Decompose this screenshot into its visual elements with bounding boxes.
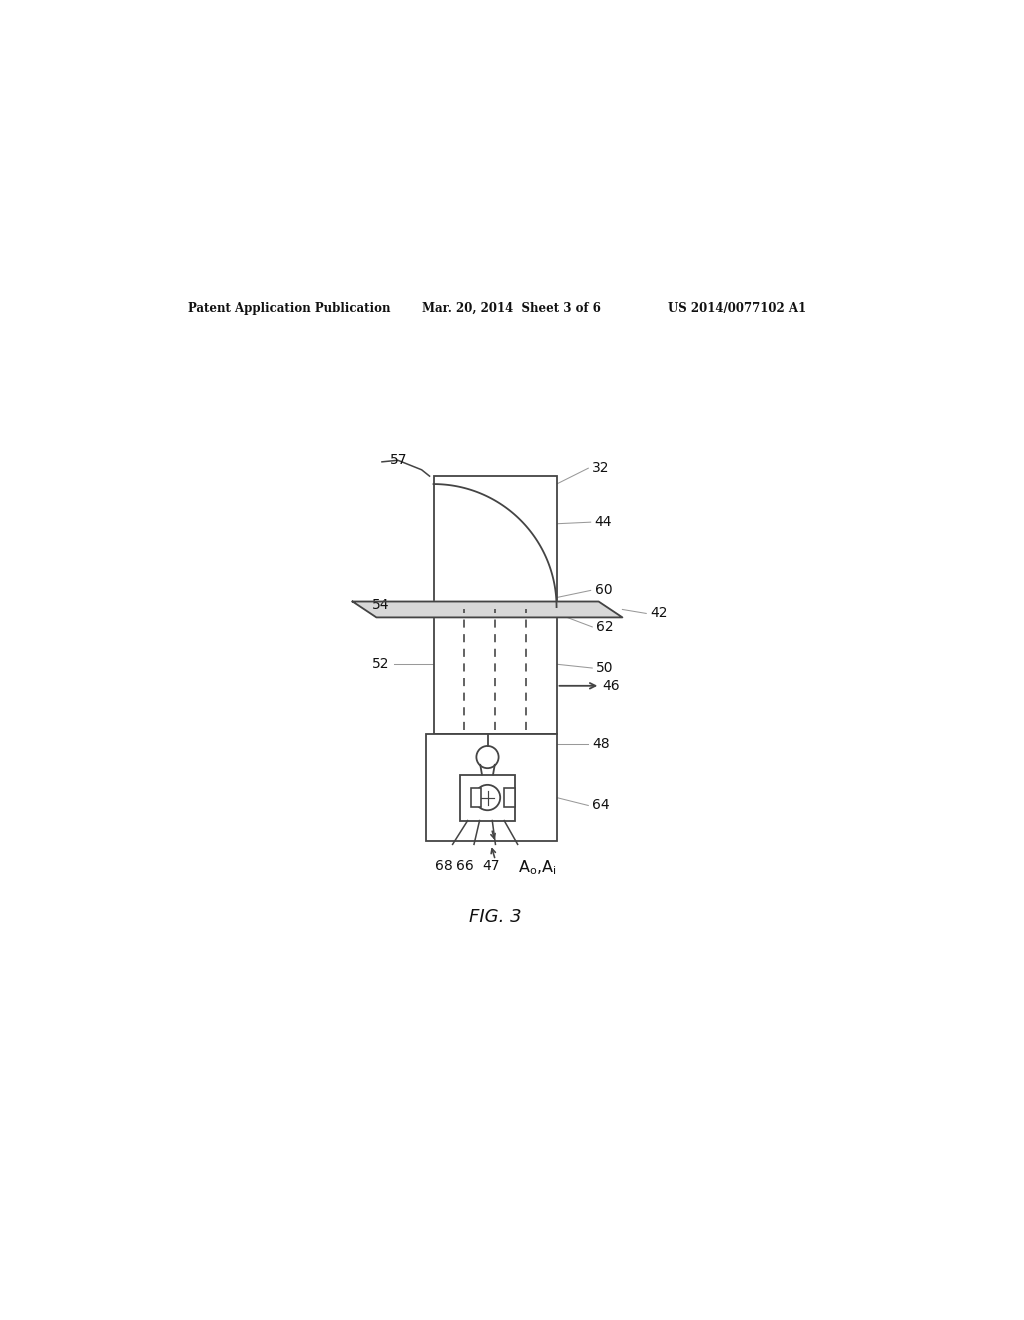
- Text: 32: 32: [592, 461, 609, 475]
- Text: 42: 42: [650, 606, 668, 620]
- Text: 48: 48: [592, 737, 610, 751]
- Text: FIG. 3: FIG. 3: [469, 908, 521, 925]
- Text: A$_\mathregular{o}$,A$_\mathregular{i}$: A$_\mathregular{o}$,A$_\mathregular{i}$: [518, 858, 556, 878]
- Text: 52: 52: [373, 657, 390, 671]
- Text: Patent Application Publication: Patent Application Publication: [187, 301, 390, 314]
- Text: 64: 64: [592, 799, 610, 813]
- Text: 68: 68: [435, 858, 453, 873]
- Bar: [505, 788, 515, 808]
- Text: 46: 46: [602, 678, 621, 693]
- Text: 54: 54: [373, 598, 390, 612]
- Text: 62: 62: [596, 620, 613, 634]
- Bar: [433, 607, 557, 734]
- Text: Mar. 20, 2014  Sheet 3 of 6: Mar. 20, 2014 Sheet 3 of 6: [422, 301, 600, 314]
- Text: 66: 66: [457, 858, 474, 873]
- Bar: [471, 788, 481, 808]
- Polygon shape: [352, 602, 623, 618]
- Text: 50: 50: [596, 661, 613, 675]
- Text: 57: 57: [390, 453, 408, 467]
- Text: 47: 47: [482, 858, 500, 873]
- Bar: [433, 477, 557, 607]
- Text: 60: 60: [595, 583, 612, 598]
- Bar: [426, 734, 557, 841]
- Text: US 2014/0077102 A1: US 2014/0077102 A1: [668, 301, 806, 314]
- Bar: [460, 775, 515, 821]
- Text: 44: 44: [595, 515, 612, 529]
